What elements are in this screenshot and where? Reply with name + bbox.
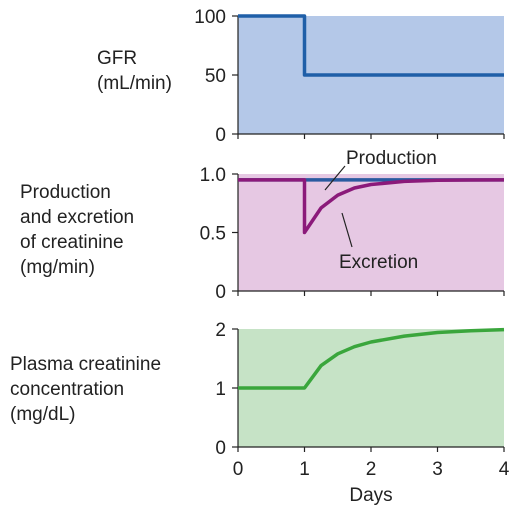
panel3-ylabel-line1: Plasma creatinine: [10, 354, 162, 375]
panel3-ylabel-line2: concentration: [10, 379, 125, 400]
panel3-xtick-label: 0: [233, 459, 244, 480]
production-annotation: Production: [346, 148, 437, 169]
panel3-xtick-label: 1: [299, 459, 310, 480]
panel3-ylabel: Plasma creatinine concentration (mg/dL): [10, 352, 161, 427]
production-leader: [324, 165, 346, 191]
panel2-excretion-line: [238, 178, 505, 235]
panel1-ylabel-line2: (mL/min): [97, 73, 172, 94]
panel2-ylabel: Production and excretion of creatinine (…: [20, 180, 134, 280]
excretion-annotation: Excretion: [339, 252, 418, 273]
panel2-ylabel-line4: (mg/min): [20, 257, 95, 278]
panel2-ytick-label: 0.5: [200, 224, 226, 245]
x-axis-title: Days: [349, 485, 392, 506]
panel3-ytick-label: 1: [215, 379, 226, 400]
panel3-ylabel-line3: (mg/dL): [10, 404, 76, 425]
panel3-line: [238, 327, 505, 390]
panel2-ylabel-line3: of creatinine: [20, 232, 124, 253]
panel1-ytick-label: 50: [205, 66, 226, 87]
panel2-ytick-label: 0: [215, 282, 226, 303]
panel3-xtick-label: 4: [499, 459, 510, 480]
panel3-xtick-label: 3: [432, 459, 443, 480]
excretion-leader: [341, 212, 353, 248]
panel1-line: [238, 14, 504, 77]
panel3-ytick-label: 2: [215, 320, 226, 341]
panel3-ytick-label: 0: [215, 438, 226, 459]
panel1-ytick-label: 0: [215, 125, 226, 146]
panel1-ylabel: GFR (mL/min): [97, 46, 172, 96]
panel2-ytick-label: 1.0: [200, 165, 226, 186]
panel2-background: [238, 174, 504, 291]
panel2-ylabel-line2: and excretion: [20, 207, 135, 228]
panel3-xtick-label: 2: [366, 459, 377, 480]
panel2-ylabel-line1: Production: [20, 182, 111, 203]
panel1-ylabel-line1: GFR: [97, 48, 138, 69]
panel1-ytick-label: 100: [194, 7, 226, 28]
